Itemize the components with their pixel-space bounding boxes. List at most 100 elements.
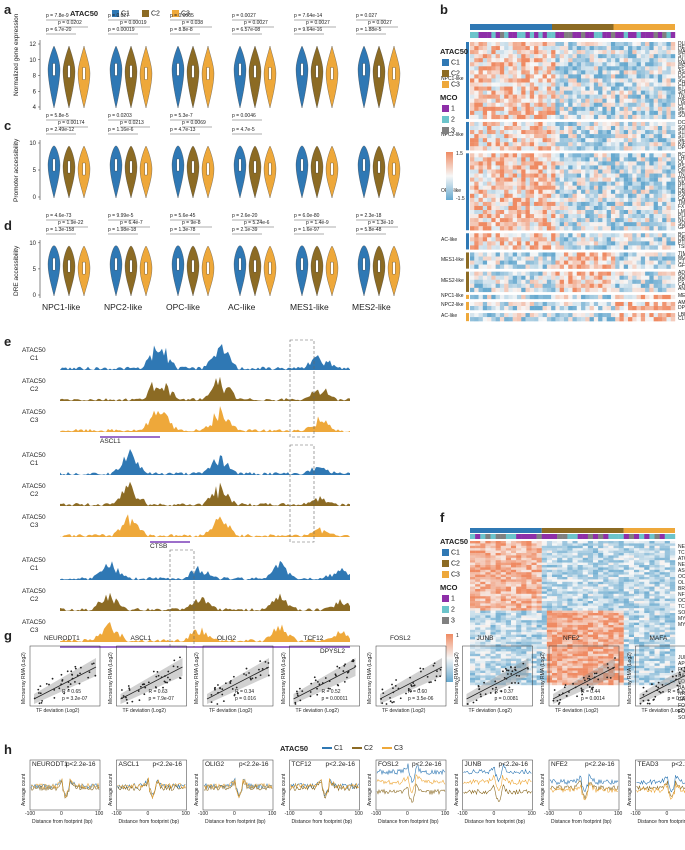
b-cell xyxy=(504,74,508,78)
f-cell xyxy=(470,565,475,568)
f-cell xyxy=(660,613,665,616)
b-cell xyxy=(479,42,483,46)
f-cell xyxy=(649,587,654,590)
f-cell xyxy=(496,625,501,628)
f-cell xyxy=(629,565,634,568)
b-cell xyxy=(551,134,555,138)
f-cell xyxy=(583,579,588,582)
b-cell xyxy=(521,295,525,299)
b-cell xyxy=(641,46,645,50)
b-cell xyxy=(602,161,606,165)
b-cell xyxy=(470,186,474,190)
f-cell xyxy=(593,558,598,561)
b-cell xyxy=(547,130,551,134)
b-cell xyxy=(517,218,521,222)
violin-NPC1-like-c1 xyxy=(48,246,60,296)
b-cell xyxy=(491,142,495,146)
b-cell xyxy=(577,313,581,317)
b-cell xyxy=(500,218,504,222)
b-cell xyxy=(521,99,525,103)
f-cell xyxy=(537,543,542,546)
b-cell xyxy=(577,87,581,91)
f-cell xyxy=(567,603,572,606)
f-cell xyxy=(526,567,531,570)
b-cell xyxy=(645,134,649,138)
b-cell xyxy=(470,126,474,130)
f-cell xyxy=(603,551,608,554)
f-cell xyxy=(634,548,639,551)
b-cell xyxy=(598,272,602,276)
b-cell xyxy=(649,226,653,230)
b-cell xyxy=(551,194,555,198)
b-cell xyxy=(526,161,530,165)
b-cell xyxy=(641,153,645,157)
b-cell xyxy=(611,126,615,130)
f-cell xyxy=(639,603,644,606)
b-cell xyxy=(500,126,504,130)
genome-tracks-e xyxy=(20,338,355,628)
b-cell xyxy=(517,284,521,288)
b-cell xyxy=(641,295,645,299)
b-cell xyxy=(649,74,653,78)
f-cell xyxy=(552,558,557,561)
b-cell xyxy=(590,165,594,169)
f-cell xyxy=(516,570,521,573)
b-cell xyxy=(585,107,589,111)
b-cell xyxy=(641,174,645,178)
b-cell xyxy=(624,302,628,306)
f-cell xyxy=(542,587,547,590)
b-cell xyxy=(551,261,555,265)
b-cell xyxy=(632,134,636,138)
f-cell xyxy=(583,589,588,592)
b-cell xyxy=(530,178,534,182)
b-cell xyxy=(581,78,585,82)
b-cell xyxy=(487,83,491,87)
f-cell xyxy=(578,596,583,599)
b-cell xyxy=(624,218,628,222)
b-annot-c2 xyxy=(552,24,614,30)
b-cell xyxy=(671,50,675,54)
f-cell xyxy=(511,555,516,558)
f-cell xyxy=(567,558,572,561)
track-label-7: ATAC50 xyxy=(22,589,46,596)
f-cell xyxy=(603,608,608,611)
f-cell xyxy=(634,623,639,626)
b-cell xyxy=(483,153,487,157)
f-cell xyxy=(511,615,516,618)
f-cell xyxy=(516,567,521,570)
f-cell xyxy=(552,560,557,563)
b-cell xyxy=(654,170,658,174)
f-cell xyxy=(511,599,516,602)
b-cell xyxy=(547,276,551,280)
b-cell xyxy=(658,233,662,237)
b-cell xyxy=(607,265,611,269)
f-cell xyxy=(480,587,485,590)
b-cell xyxy=(602,265,606,269)
b-cell xyxy=(611,302,615,306)
b-cell xyxy=(577,54,581,58)
b-cell xyxy=(491,161,495,165)
f-cell xyxy=(552,603,557,606)
b-cell xyxy=(500,245,504,249)
b-cell xyxy=(534,54,538,58)
b-cell xyxy=(517,161,521,165)
f-cell xyxy=(485,584,490,587)
b-cell xyxy=(658,252,662,256)
b-cell xyxy=(513,42,517,46)
b-cell xyxy=(573,146,577,150)
b-cell xyxy=(594,252,598,256)
b-cell xyxy=(543,313,547,317)
b-cell xyxy=(491,111,495,115)
b-cell xyxy=(632,233,636,237)
b-cell xyxy=(607,317,611,321)
b-cell xyxy=(568,142,572,146)
f-cell xyxy=(624,575,629,578)
b-cell xyxy=(581,122,585,126)
b-cell xyxy=(585,78,589,82)
b-cell xyxy=(517,317,521,321)
b-cell xyxy=(649,194,653,198)
f-cell xyxy=(573,570,578,573)
f-cell xyxy=(639,589,644,592)
b-cell xyxy=(598,233,602,237)
b-cell xyxy=(530,126,534,130)
